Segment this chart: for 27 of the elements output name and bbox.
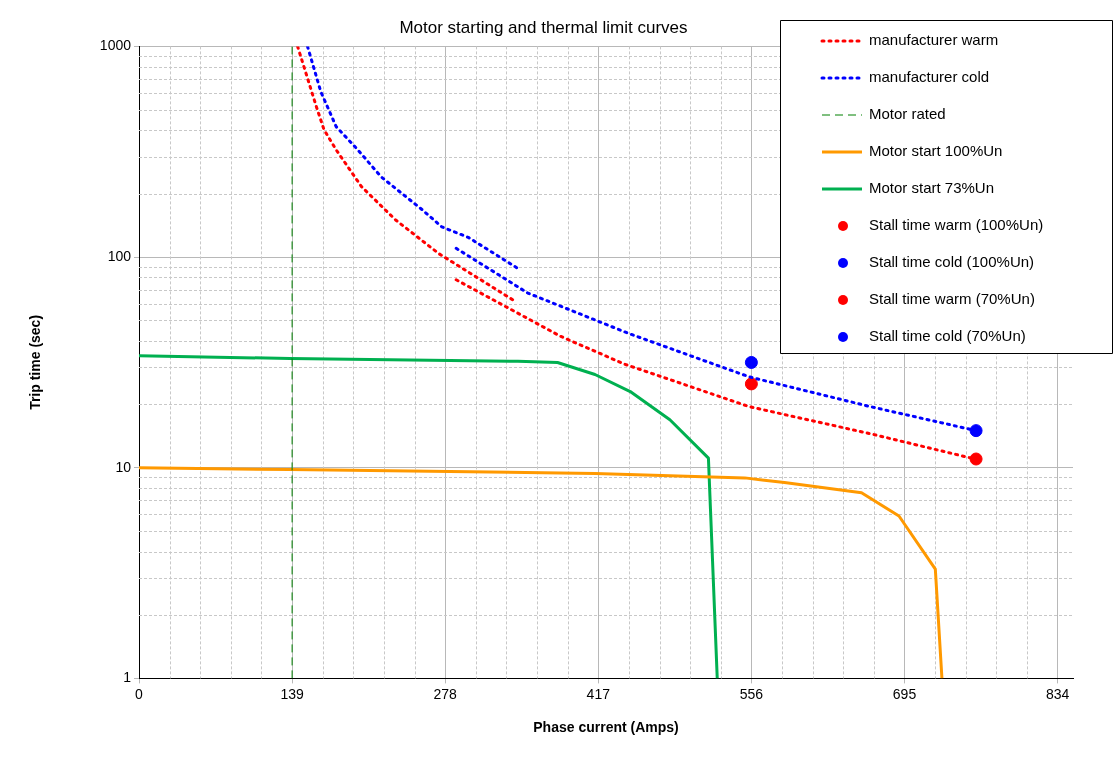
point <box>744 355 758 369</box>
x-axis-title: Phase current (Amps) <box>533 719 679 736</box>
x-tick-label: 278 <box>433 685 458 702</box>
legend-label: Stall time warm (70%Un) <box>869 290 1035 308</box>
legend-label: Motor start 73%Un <box>869 179 995 197</box>
legend-label: Stall time warm (100%Un) <box>869 216 1044 234</box>
point <box>744 377 758 391</box>
chart-title: Motor starting and thermal limit curves <box>399 17 688 37</box>
legend-label: manufacturer warm <box>869 31 999 49</box>
y-tick-label: 1 <box>123 669 132 686</box>
x-tick-label: 556 <box>739 685 764 702</box>
y-tick-label: 100 <box>107 247 132 264</box>
point <box>969 452 983 466</box>
legend-label: Stall time cold (100%Un) <box>869 253 1035 271</box>
y-tick-label: 10 <box>115 458 132 475</box>
point <box>969 424 983 438</box>
legend-label: manufacturer cold <box>869 68 990 86</box>
x-tick-label: 834 <box>1045 685 1070 702</box>
y-tick-label: 1000 <box>99 37 132 54</box>
x-tick-label: 417 <box>586 685 611 702</box>
x-tick-label: 139 <box>280 685 304 702</box>
legend-label: Motor rated <box>869 105 946 123</box>
y-axis-title: Trip time (sec) <box>27 314 44 410</box>
x-tick-label: 0 <box>135 685 144 702</box>
legend-label: Motor start 100%Un <box>869 142 1003 160</box>
legend-label: Stall time cold (70%Un) <box>869 327 1026 345</box>
x-tick-label: 695 <box>892 685 917 702</box>
